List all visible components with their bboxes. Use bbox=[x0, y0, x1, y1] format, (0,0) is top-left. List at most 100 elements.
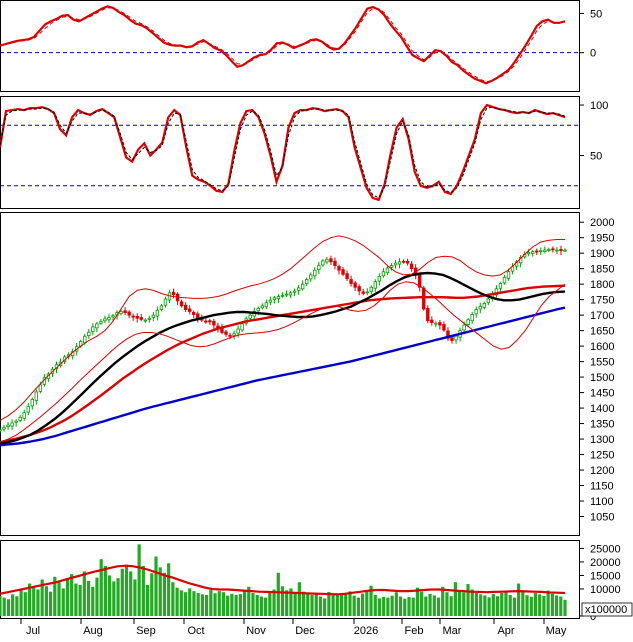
volume-bar bbox=[162, 572, 167, 616]
candle-up bbox=[159, 305, 164, 310]
volume-bar bbox=[386, 597, 390, 616]
candle-up bbox=[539, 250, 543, 253]
volume-bar bbox=[407, 597, 411, 616]
candle-down bbox=[224, 331, 228, 335]
volume-bar bbox=[192, 591, 196, 616]
candle-up bbox=[248, 314, 252, 319]
volume-bar bbox=[167, 563, 171, 616]
price-tick-label: 1450 bbox=[590, 388, 614, 400]
volume-bar bbox=[82, 571, 86, 616]
volume-bar bbox=[205, 594, 209, 616]
candle-down bbox=[196, 313, 200, 319]
candle-down bbox=[127, 311, 131, 316]
volume-bar bbox=[11, 594, 15, 616]
volume-bar bbox=[179, 590, 183, 616]
price-tick-label: 1250 bbox=[590, 450, 614, 462]
volume-bar bbox=[339, 594, 344, 616]
date-tick-label: Feb bbox=[405, 625, 424, 637]
volume-bar bbox=[445, 592, 449, 616]
candle-up bbox=[381, 271, 386, 277]
candle-down bbox=[357, 286, 361, 292]
candle-down bbox=[179, 301, 184, 307]
volume-bar bbox=[466, 584, 470, 616]
candle-up bbox=[272, 297, 277, 301]
volume-bar bbox=[200, 594, 204, 616]
candle-up bbox=[151, 314, 156, 319]
price-tick-label: 1050 bbox=[590, 512, 614, 524]
volume-bar bbox=[74, 583, 78, 616]
volume-bar bbox=[137, 544, 141, 616]
volume-bar bbox=[124, 564, 129, 616]
candle-up bbox=[454, 335, 458, 341]
candle-up bbox=[325, 258, 329, 263]
candle-up bbox=[462, 324, 466, 331]
volume-bar bbox=[428, 593, 432, 616]
volume-bar bbox=[78, 584, 82, 616]
volume-bar bbox=[398, 596, 403, 616]
candle-up bbox=[482, 302, 486, 308]
candle-up bbox=[385, 267, 390, 274]
volume-bar bbox=[32, 587, 36, 616]
candle-up bbox=[305, 279, 309, 284]
volume-bar bbox=[369, 585, 373, 616]
volume-bar bbox=[65, 578, 70, 616]
volume-bar bbox=[259, 596, 264, 616]
volume-bar bbox=[504, 591, 508, 616]
bollinger-upper-band bbox=[0, 235, 565, 421]
candle-down bbox=[401, 260, 406, 263]
candle-up bbox=[34, 391, 39, 401]
price-tick-label: 1950 bbox=[590, 233, 614, 245]
candle-down bbox=[187, 308, 192, 312]
candle-up bbox=[22, 412, 26, 419]
price-tick-label: 1550 bbox=[590, 357, 614, 369]
stochastic-panel-frame bbox=[0, 96, 580, 209]
candle-up bbox=[397, 261, 402, 265]
candle-down bbox=[551, 248, 555, 251]
volume-bar bbox=[550, 593, 554, 616]
volume-bar bbox=[108, 575, 112, 616]
volume-bar bbox=[432, 595, 436, 616]
candle-up bbox=[111, 315, 115, 318]
volume-bar bbox=[27, 583, 32, 616]
date-axis: Jul Aug Sep Oct Nov Dec 2026 Feb Mar Apr May bbox=[20, 619, 567, 637]
candle-up bbox=[30, 399, 34, 407]
volume-tick-label: 0 bbox=[590, 611, 596, 623]
volume-bar bbox=[196, 593, 200, 616]
candle-down bbox=[430, 319, 434, 323]
candle-up bbox=[502, 276, 507, 284]
volume-bar bbox=[19, 590, 23, 616]
candle-down bbox=[349, 279, 353, 284]
date-tick-label: Nov bbox=[246, 625, 266, 637]
candle-down bbox=[405, 260, 410, 264]
volume-bar bbox=[483, 595, 487, 616]
volume-tick-label: 10000 bbox=[590, 584, 621, 596]
candle-down bbox=[192, 311, 196, 315]
candle-down bbox=[228, 334, 232, 337]
candle-up bbox=[284, 293, 289, 296]
stochastic-tick-label: 50 bbox=[590, 151, 602, 163]
candle-up bbox=[466, 319, 470, 325]
volume-bar bbox=[352, 595, 356, 616]
volume-bar bbox=[120, 568, 124, 616]
candle-up bbox=[373, 281, 378, 289]
candle-up bbox=[531, 251, 535, 254]
volume-bar bbox=[145, 584, 150, 616]
candle-up bbox=[83, 335, 87, 343]
volume-bar bbox=[403, 598, 407, 616]
momentum-tick-label: 0 bbox=[590, 48, 596, 60]
volume-bar bbox=[487, 597, 491, 616]
candle-up bbox=[14, 420, 18, 423]
candle-up bbox=[563, 249, 567, 252]
price-tick-label: 1200 bbox=[590, 465, 614, 477]
volume-bar bbox=[470, 589, 474, 616]
candle-up bbox=[296, 287, 301, 291]
candle-up bbox=[87, 331, 91, 336]
candle-down bbox=[337, 266, 341, 271]
volume-bar bbox=[213, 593, 217, 616]
volume-bar bbox=[415, 587, 420, 616]
candle-up bbox=[155, 309, 160, 317]
volume-bar bbox=[542, 595, 546, 616]
volume-bar bbox=[40, 579, 44, 616]
volume-bar bbox=[297, 582, 301, 616]
candle-up bbox=[555, 249, 559, 252]
